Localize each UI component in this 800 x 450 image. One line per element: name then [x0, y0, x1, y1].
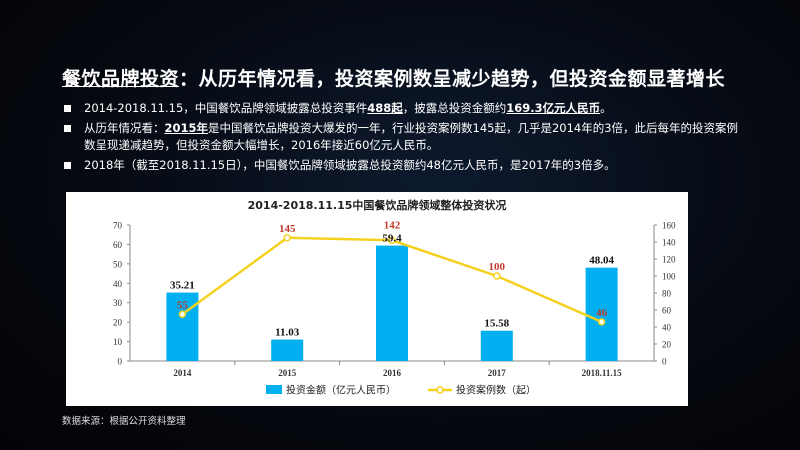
bar-value-label: 59.4 [382, 233, 402, 245]
legend-bar-swatch [266, 385, 282, 394]
bar-value-label: 48.04 [589, 255, 614, 267]
line-point [283, 234, 291, 242]
bullet-item: 2018年（截至2018.11.15日），中国餐饮品牌领域披露总投资额约48亿元… [62, 157, 742, 174]
data-source: 数据来源：根据公开资料整理 [62, 416, 186, 427]
x-tick-label: 2016 [383, 368, 402, 378]
right-tick-label: 20 [662, 340, 672, 350]
right-tick-label: 0 [662, 357, 667, 367]
right-tick-label: 40 [662, 323, 672, 333]
line-point [388, 236, 396, 245]
left-tick-label: 20 [113, 318, 123, 328]
line-point [493, 272, 501, 280]
right-tick-label: 140 [662, 238, 676, 248]
x-tick-label: 2015 [278, 368, 297, 378]
left-tick-label: 60 [113, 240, 123, 250]
line-value-label: 145 [279, 223, 296, 235]
right-tick-label: 120 [662, 255, 676, 265]
bullet-list: 2014-2018.11.15，中国餐饮品牌领域披露总投资事件488起，披露总投… [62, 100, 742, 177]
bar [166, 292, 199, 361]
chart-panel: 2014-2018.11.15中国餐饮品牌领域整体投资状况 0 10 20 30 40 5… [66, 192, 688, 406]
bar-value-label: 35.21 [170, 280, 195, 292]
bar-value-label: 15.58 [484, 318, 509, 330]
legend-bar-label: 投资金额（亿元人民币） [286, 384, 396, 397]
line-value-label: 46 [596, 307, 608, 319]
line-value-label: 55 [177, 299, 189, 311]
bullet-item: 2014-2018.11.15，中国餐饮品牌领域披露总投资事件488起，披露总投… [62, 100, 742, 117]
right-tick-label: 160 [662, 221, 676, 231]
left-tick-label: 30 [113, 298, 123, 308]
line-point [178, 310, 187, 318]
right-tick-label: 100 [662, 272, 676, 282]
slide-title: 餐饮品牌投资：从历年情况看，投资案例数呈减少趋势，但投资金额显著增长 [62, 68, 726, 90]
left-tick-label: 40 [113, 279, 123, 289]
bar [271, 339, 304, 361]
left-tick-label: 0 [118, 357, 123, 367]
x-tick-label: 2014 [173, 368, 192, 378]
bar [585, 267, 618, 361]
left-tick-label: 10 [113, 337, 123, 347]
right-tick-label: 60 [662, 306, 672, 316]
bar-value-label: 11.03 [275, 327, 300, 339]
bar [480, 330, 513, 361]
chart-title: 2014-2018.11.15中国餐饮品牌领域整体投资状况 [248, 198, 507, 212]
legend-line-marker [436, 386, 444, 394]
chart: 2014-2018.11.15中国餐饮品牌领域整体投资状况 0 10 20 30 40 5… [113, 198, 676, 397]
line-value-label: 100 [489, 261, 506, 273]
bar [376, 245, 408, 361]
x-tick-label: 2017 [488, 368, 507, 378]
line-point [597, 318, 606, 326]
line-value-label: 142 [384, 220, 401, 232]
x-tick-label: 2018.11.15 [582, 368, 623, 378]
legend-line-label: 投资案例数（起） [456, 384, 536, 397]
right-tick-label: 80 [662, 289, 672, 299]
left-tick-label: 50 [113, 259, 123, 269]
bullet-item: 从历年情况看：2015年是中国餐饮品牌投资大爆发的一年，行业投资案例数145起，… [62, 120, 742, 154]
left-tick-label: 70 [113, 221, 123, 231]
